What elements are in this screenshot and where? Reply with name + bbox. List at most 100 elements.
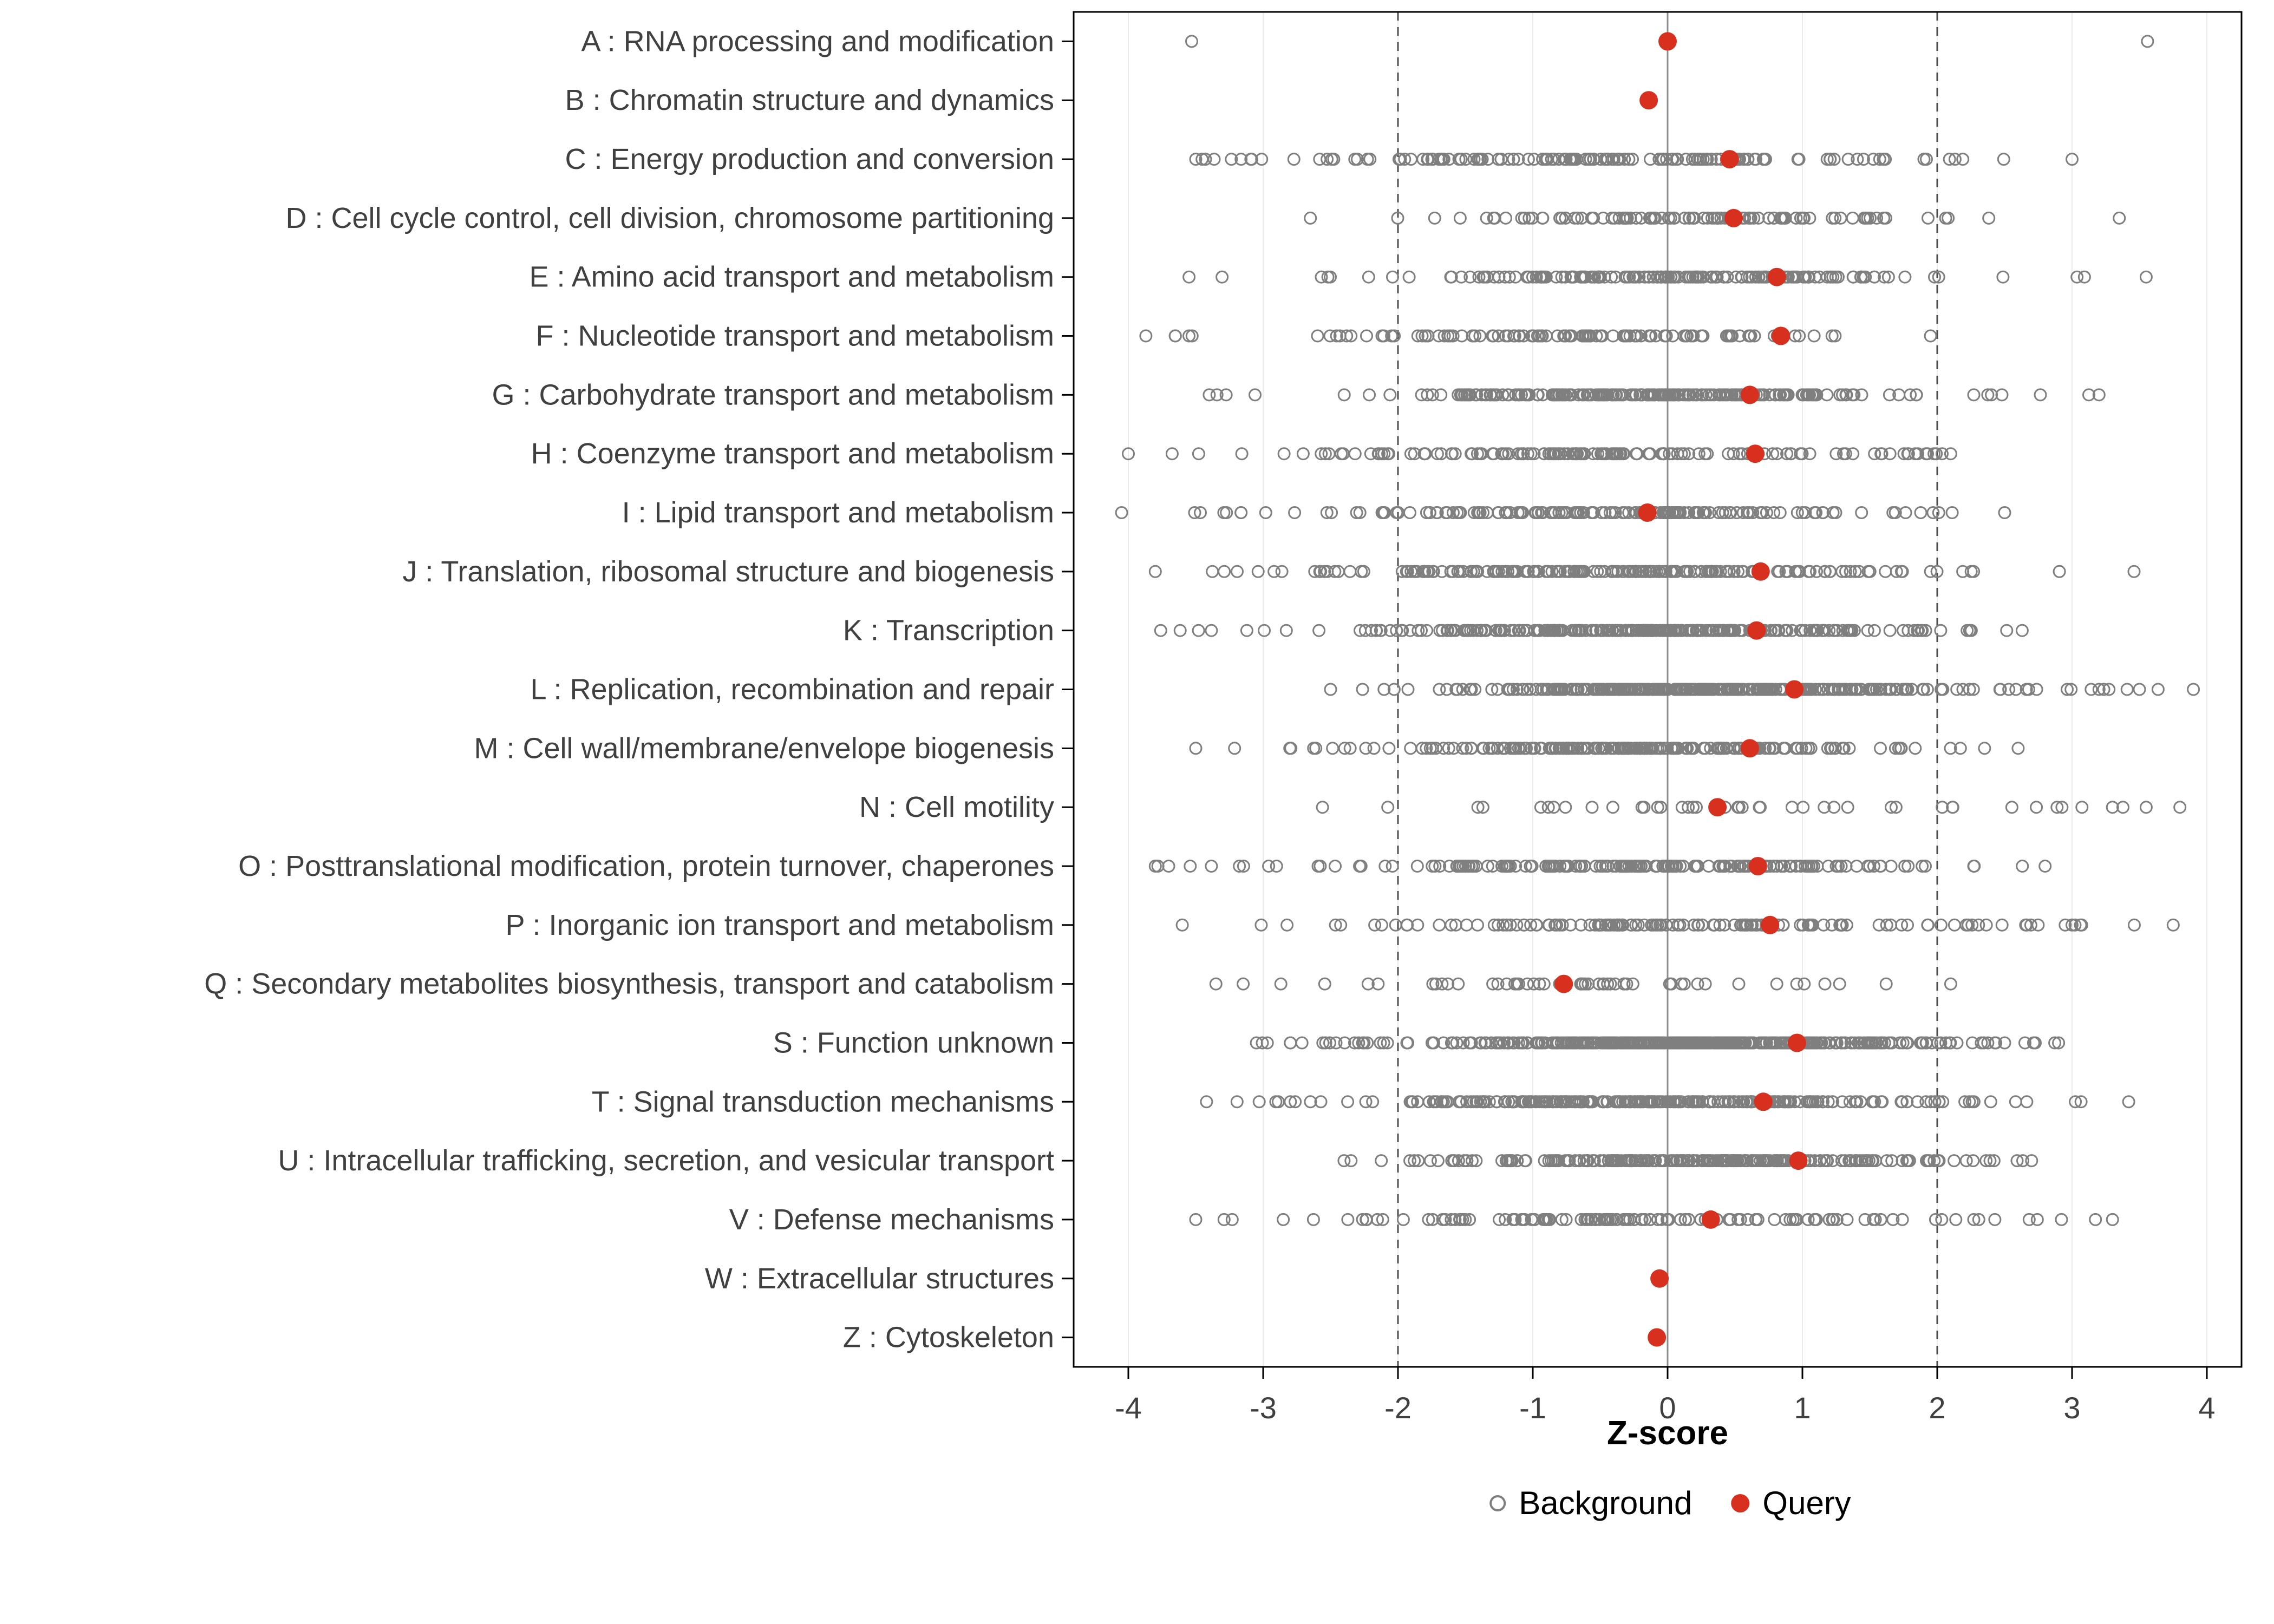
background-point (1879, 683, 1893, 696)
background-point (1901, 918, 1914, 932)
background-point (1445, 918, 1458, 932)
background-point (1772, 624, 1786, 637)
background-point (1326, 742, 1339, 755)
background-point (1377, 1036, 1390, 1050)
background-point (1569, 860, 1583, 873)
background-point (1779, 742, 1792, 755)
background-point (1800, 388, 1813, 402)
background-point (1199, 153, 1212, 166)
background-point (1643, 447, 1657, 461)
background-point (1511, 447, 1525, 461)
background-point (1376, 506, 1389, 519)
legend: Background Query (1489, 1484, 1851, 1522)
background-point (1404, 447, 1417, 461)
background-point (1552, 447, 1566, 461)
background-point (1270, 860, 1283, 873)
background-point (1609, 506, 1622, 519)
background-point (1836, 388, 1849, 402)
background-point (1517, 1036, 1530, 1050)
background-point (1512, 153, 1525, 166)
background-point (1453, 860, 1466, 873)
background-point (1682, 801, 1695, 814)
background-point (1883, 447, 1897, 461)
background-point (1606, 860, 1620, 873)
background-point (1901, 1036, 1914, 1050)
background-point (1698, 977, 1712, 991)
background-point (1467, 565, 1480, 578)
background-point (1609, 683, 1622, 696)
background-point (1598, 447, 1611, 461)
background-point (2106, 801, 2119, 814)
background-point (1403, 506, 1416, 519)
background-point (1480, 211, 1493, 225)
background-point (1641, 388, 1654, 402)
background-point (1429, 742, 1442, 755)
background-point (1707, 918, 1721, 932)
background-point (1728, 742, 1741, 755)
background-point (1710, 270, 1724, 284)
background-point (1896, 1154, 1909, 1168)
background-point (1433, 918, 1446, 932)
x-tick-label: -4 (1115, 1391, 1142, 1425)
background-point (1635, 565, 1648, 578)
background-point (1596, 1095, 1609, 1109)
background-point (1530, 1036, 1543, 1050)
background-point (1876, 1095, 1889, 1109)
background-point (1615, 1154, 1628, 1168)
background-point (1680, 329, 1693, 343)
background-point (1979, 918, 1993, 932)
background-point (1421, 388, 1434, 402)
background-point (1874, 742, 1887, 755)
background-point (1234, 506, 1248, 519)
background-point (1391, 211, 1404, 225)
background-point (1874, 1213, 1887, 1226)
background-point (1230, 1095, 1244, 1109)
background-point (1517, 918, 1531, 932)
background-point (1848, 565, 1862, 578)
background-point (1548, 918, 1561, 932)
background-point (1308, 565, 1322, 578)
background-point (1325, 506, 1338, 519)
background-point (1517, 1213, 1530, 1226)
background-point (2082, 388, 2095, 402)
background-point (1337, 1154, 1351, 1168)
background-point (2018, 1036, 2031, 1050)
background-point (1617, 977, 1631, 991)
background-point (1530, 1095, 1543, 1109)
background-point (1807, 329, 1821, 343)
background-point (1375, 329, 1389, 343)
background-point (1434, 388, 1448, 402)
background-point (1928, 1095, 1942, 1109)
background-point (1928, 270, 1941, 284)
background-point (1924, 329, 1937, 343)
background-point (2009, 1095, 2022, 1109)
background-point (1927, 447, 1941, 461)
background-point (1451, 565, 1465, 578)
background-point (2048, 1036, 2062, 1050)
background-point (1932, 1095, 1946, 1109)
background-point (1442, 153, 1456, 166)
background-point (1519, 1154, 1532, 1168)
background-point (1659, 624, 1673, 637)
background-point (1115, 506, 1128, 519)
background-point (1635, 801, 1649, 814)
background-point (1981, 1036, 1995, 1050)
background-point (1796, 801, 1810, 814)
background-point (1603, 918, 1616, 932)
background-point (1619, 1213, 1632, 1226)
background-point (1504, 918, 1517, 932)
background-point (1995, 388, 2009, 402)
background-point (1471, 801, 1485, 814)
background-point (1924, 565, 1937, 578)
background-point (1547, 860, 1560, 873)
background-point (1534, 270, 1548, 284)
category-label: L : Replication, recombination and repai… (530, 673, 1054, 706)
background-point (1492, 1036, 1506, 1050)
background-point (1340, 329, 1354, 343)
background-point (1675, 977, 1688, 991)
category-label: J : Translation, ribosomal structure and… (402, 555, 1054, 588)
background-point (1601, 1036, 1615, 1050)
background-point (1606, 1036, 1619, 1050)
background-point (1731, 860, 1744, 873)
background-point (1309, 742, 1323, 755)
